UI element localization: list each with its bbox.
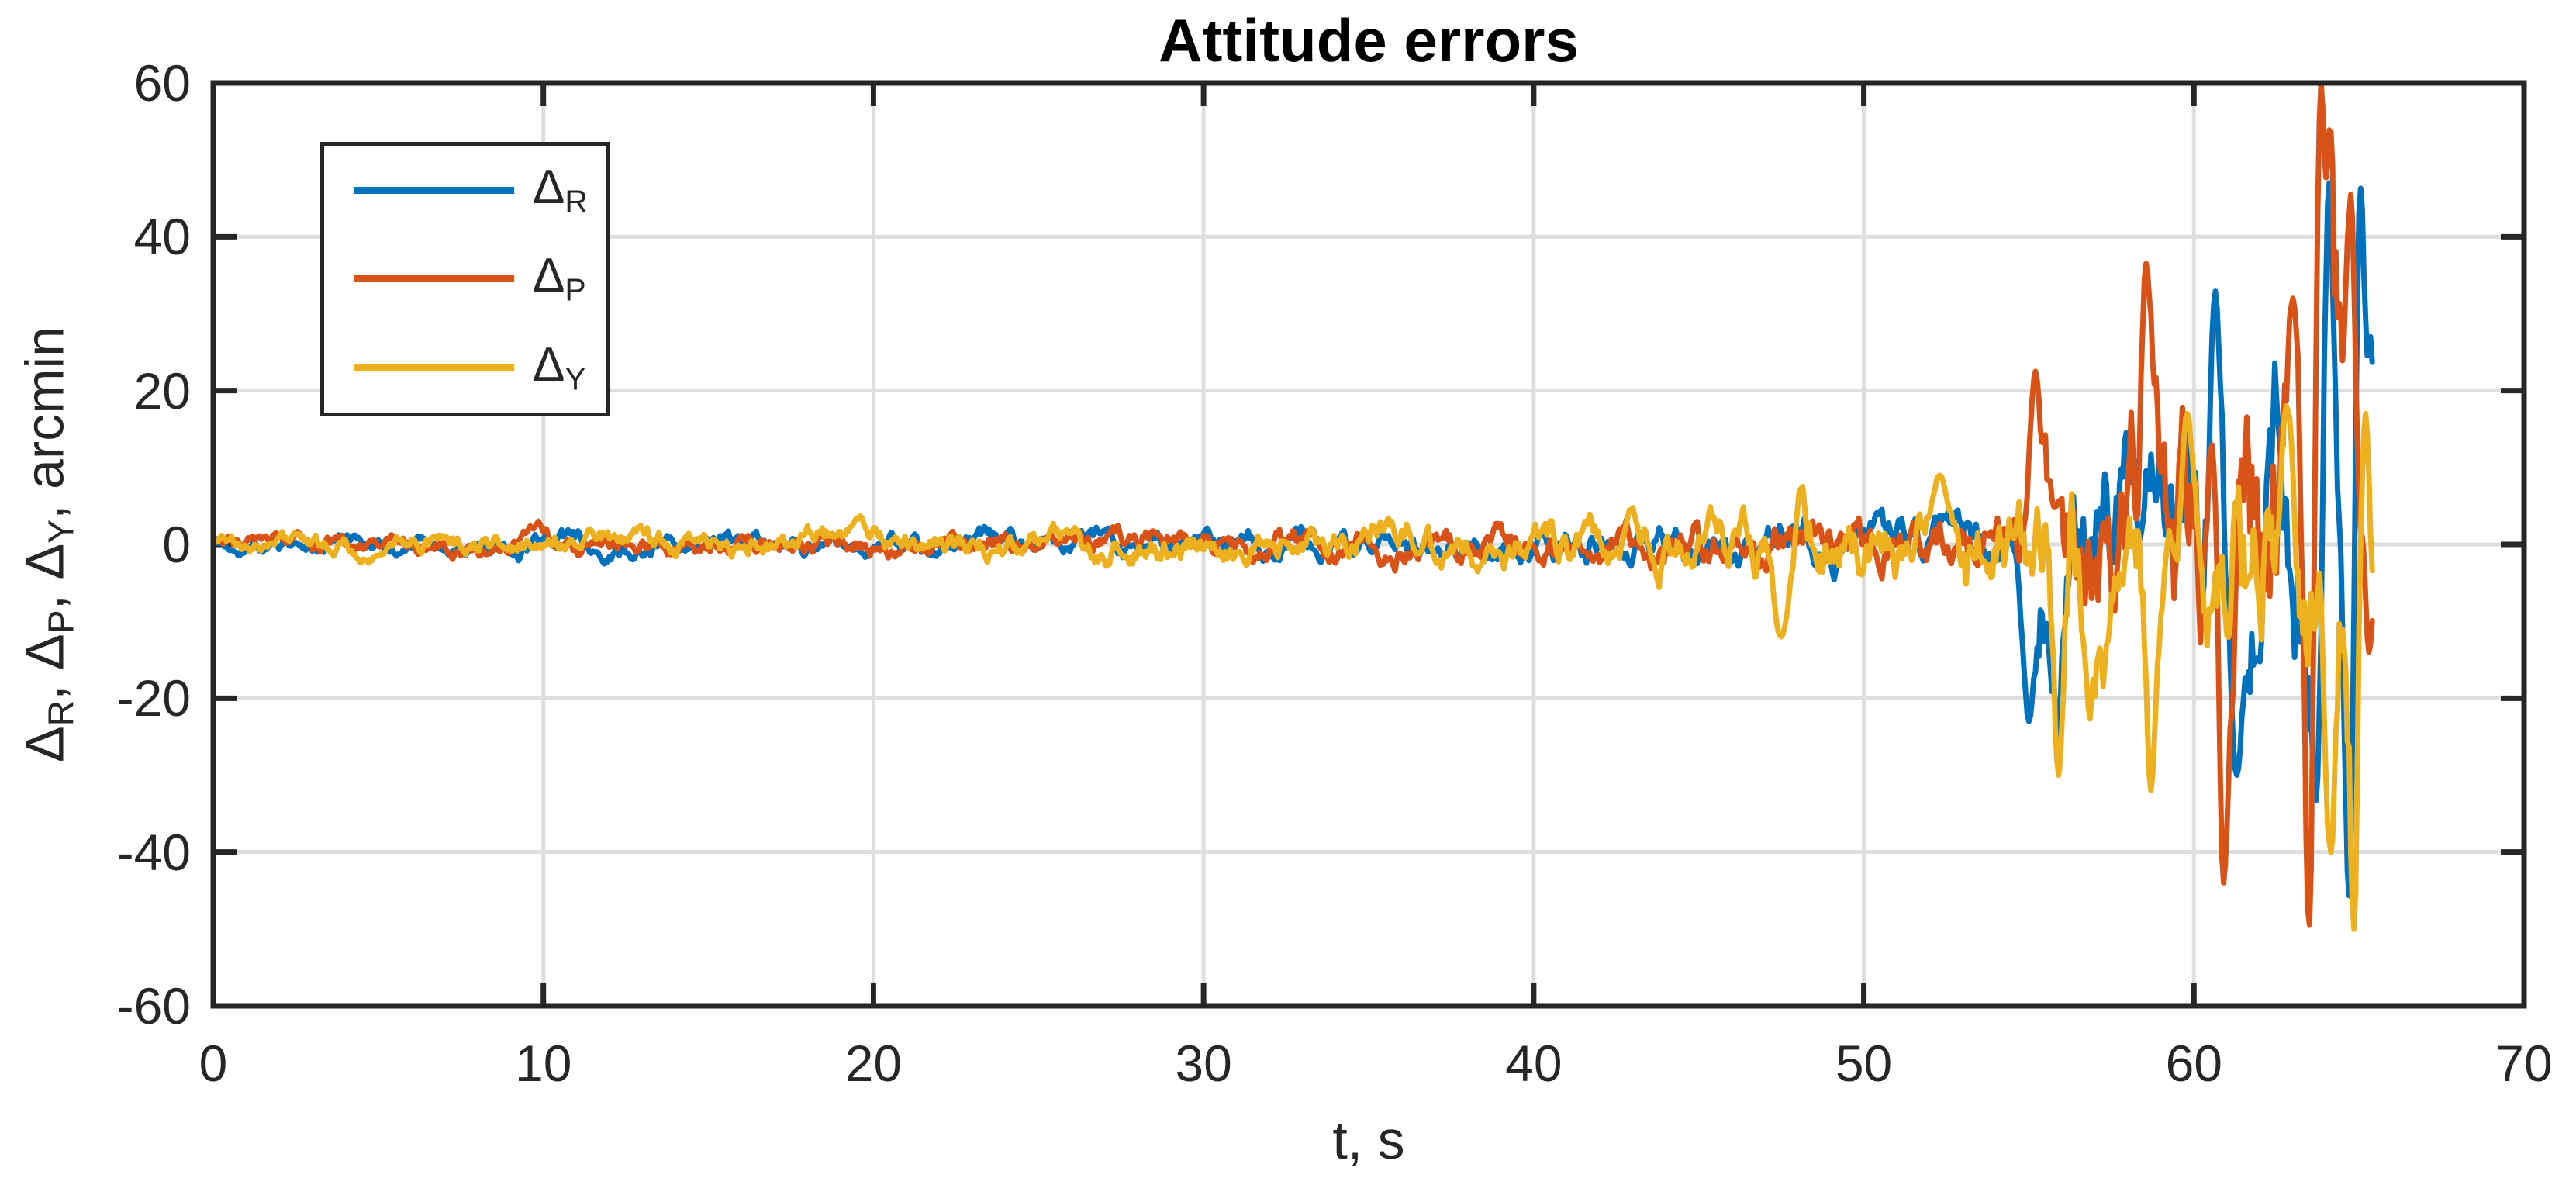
- legend-entry: ΔR: [324, 160, 606, 219]
- y-tick-label: -20: [116, 669, 191, 727]
- y-tick-label: 40: [133, 208, 191, 266]
- series-line-dy: [213, 403, 2375, 932]
- y-label-subscript: P: [40, 610, 81, 634]
- axes-box: [210, 80, 2527, 1009]
- y-label-part: Δ: [14, 726, 75, 763]
- legend-line-swatch: [354, 186, 514, 194]
- legend-label: ΔR: [533, 160, 588, 219]
- x-tick-label: 60: [2165, 1035, 2222, 1092]
- legend-label: ΔY: [533, 337, 586, 397]
- y-tick-label: 20: [133, 361, 191, 420]
- legend-entry: ΔY: [324, 337, 606, 397]
- x-axis-label: t, s: [1332, 1110, 1405, 1170]
- x-tick-label: 10: [514, 1035, 572, 1092]
- legend-label: ΔP: [533, 249, 586, 308]
- x-tick-label: 50: [1835, 1035, 1893, 1092]
- x-tick-label: 0: [199, 1035, 228, 1092]
- x-tick-label: 30: [1175, 1035, 1232, 1092]
- y-tick-label: 0: [162, 516, 191, 573]
- y-label-part: Δ: [14, 634, 75, 670]
- x-tick-label: 40: [1505, 1035, 1563, 1092]
- chart-title: Attitude errors: [1159, 6, 1579, 74]
- y-tick-label: -40: [116, 823, 191, 881]
- x-tick-label: 20: [844, 1035, 903, 1092]
- legend-line-swatch: [354, 364, 514, 372]
- y-tick-label: -60: [116, 977, 191, 1035]
- legend: ΔR ΔP ΔY: [320, 142, 610, 416]
- y-label-part: ,: [14, 579, 75, 610]
- legend-entry: ΔP: [324, 252, 606, 306]
- y-tick-label: 60: [133, 54, 191, 112]
- legend-line-swatch: [354, 275, 514, 283]
- plot-area: [213, 83, 2375, 932]
- x-tick-label: 70: [2495, 1035, 2553, 1092]
- y-label-part: , arcmin: [14, 326, 75, 520]
